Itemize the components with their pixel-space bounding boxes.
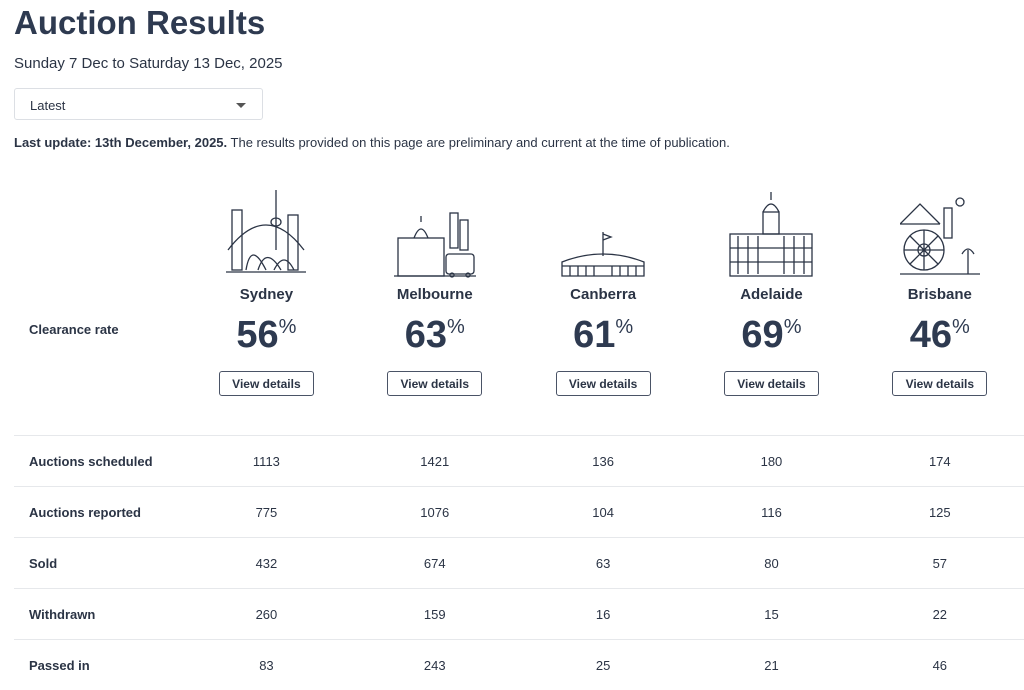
last-update-text: The results provided on this page are pr… <box>227 135 730 150</box>
city-adelaide: Adelaide 69% View details <box>687 178 855 436</box>
cell: 104 <box>519 487 687 538</box>
view-details-button[interactable]: View details <box>387 371 482 396</box>
page-title: Auction Results <box>14 4 265 42</box>
clearance-rate: 46% <box>856 305 1024 357</box>
view-details-button[interactable]: View details <box>724 371 819 396</box>
cell: 180 <box>687 436 855 487</box>
clearance-rate: 63% <box>351 305 519 357</box>
cell: 159 <box>351 589 519 640</box>
period-select[interactable]: Latest <box>14 88 263 120</box>
cell: 22 <box>856 589 1024 640</box>
clearance-rate: 69% <box>687 305 855 357</box>
cell: 21 <box>687 640 855 690</box>
cell: 57 <box>856 538 1024 589</box>
city-name: Melbourne <box>351 286 519 303</box>
cell: 174 <box>856 436 1024 487</box>
city-sydney: Sydney 56% View details <box>182 178 350 436</box>
date-range: Sunday 7 Dec to Saturday 13 Dec, 2025 <box>14 55 283 72</box>
view-details-button[interactable]: View details <box>556 371 651 396</box>
city-name: Sydney <box>182 286 350 303</box>
cell: 83 <box>182 640 350 690</box>
cell: 116 <box>687 487 855 538</box>
row-label: Passed in <box>14 640 182 690</box>
clearance-rate: 56% <box>182 305 350 357</box>
city-name: Adelaide <box>687 286 855 303</box>
view-details-button[interactable]: View details <box>219 371 314 396</box>
brisbane-skyline-icon <box>856 178 1024 278</box>
cell: 136 <box>519 436 687 487</box>
city-name: Canberra <box>519 286 687 303</box>
cell: 16 <box>519 589 687 640</box>
city-brisbane: Brisbane 46% View details <box>856 178 1024 436</box>
melbourne-skyline-icon <box>351 178 519 278</box>
clearance-rate: 61% <box>519 305 687 357</box>
cell: 125 <box>856 487 1024 538</box>
clearance-rate-label: Clearance rate <box>14 178 182 436</box>
cell: 674 <box>351 538 519 589</box>
cell: 46 <box>856 640 1024 690</box>
row-label: Withdrawn <box>14 589 182 640</box>
city-canberra: Canberra 61% View details <box>519 178 687 436</box>
last-update-note: Last update: 13th December, 2025. The re… <box>14 135 730 150</box>
row-label: Auctions reported <box>14 487 182 538</box>
city-melbourne: Melbourne 63% View details <box>351 178 519 436</box>
results-table: Clearance rate Sydney 56% View details M… <box>14 178 1024 690</box>
cell: 1421 <box>351 436 519 487</box>
cell: 1113 <box>182 436 350 487</box>
cell: 25 <box>519 640 687 690</box>
row-label: Sold <box>14 538 182 589</box>
city-name: Brisbane <box>856 286 1024 303</box>
cell: 243 <box>351 640 519 690</box>
period-select-value: Latest <box>30 98 65 113</box>
cell: 80 <box>687 538 855 589</box>
cell: 15 <box>687 589 855 640</box>
canberra-parliament-icon <box>519 178 687 278</box>
cell: 775 <box>182 487 350 538</box>
cell: 432 <box>182 538 350 589</box>
cell: 260 <box>182 589 350 640</box>
view-details-button[interactable]: View details <box>892 371 987 396</box>
chevron-down-icon <box>236 103 246 108</box>
row-label: Auctions scheduled <box>14 436 182 487</box>
last-update-date: Last update: 13th December, 2025. <box>14 135 227 150</box>
sydney-skyline-icon <box>182 178 350 278</box>
adelaide-building-icon <box>687 178 855 278</box>
cell: 63 <box>519 538 687 589</box>
cell: 1076 <box>351 487 519 538</box>
